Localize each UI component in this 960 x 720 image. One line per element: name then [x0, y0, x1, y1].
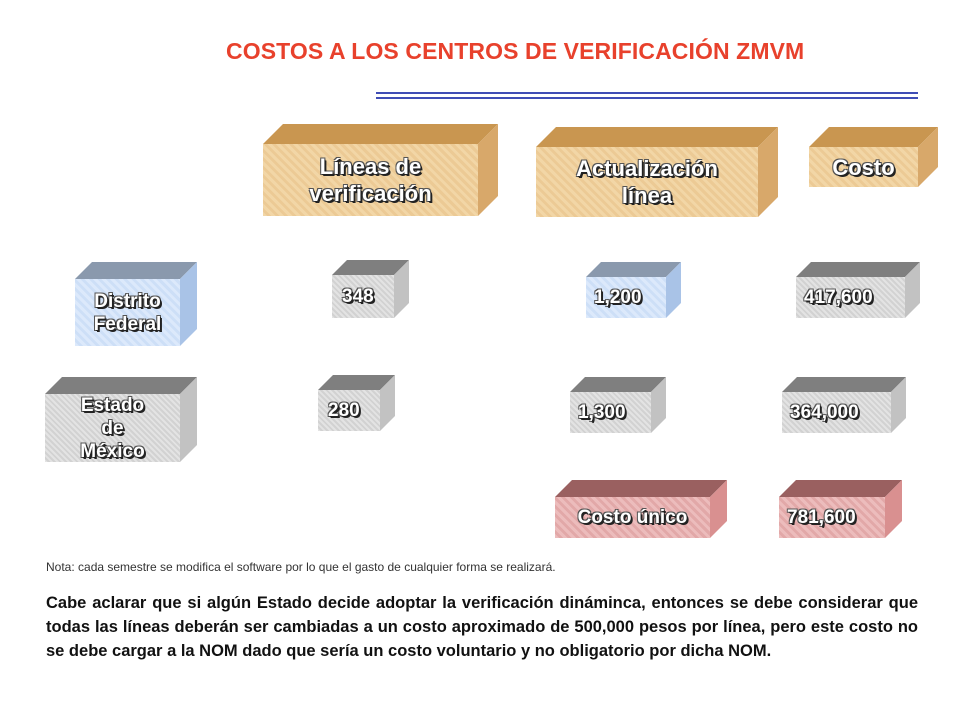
row-distrito-federal-costo-box: 417,600	[796, 262, 920, 318]
total-label-box: Costo único	[555, 480, 727, 538]
row-distrito-federal-lineas: 348	[332, 275, 394, 318]
row-estado-mexico-costo-box: 364,000	[782, 377, 906, 433]
row-distrito-federal-costo: 417,600	[796, 277, 905, 318]
row-estado-mexico-lineas: 280	[318, 390, 380, 431]
total-label: Costo único	[555, 497, 710, 538]
title-rule-bottom	[376, 97, 918, 99]
row-distrito-federal-actualizacion-box: 1,200	[586, 262, 681, 318]
row-distrito-federal-lineas-box: 348	[332, 260, 409, 318]
row-estado-mexico-actualizacion: 1,300	[570, 392, 651, 433]
header-lineas-box: Líneas de verificación	[263, 124, 498, 216]
title-rule-top	[376, 92, 918, 94]
row-estado-mexico-lineas-box: 280	[318, 375, 395, 431]
header-costo-box: Costo	[809, 127, 938, 187]
header-actualizacion-label: Actualización línea	[536, 147, 758, 217]
total-value: 781,600	[779, 497, 885, 538]
row-estado-mexico-label: Estado de México	[45, 394, 180, 462]
row-distrito-federal-actualizacion: 1,200	[586, 277, 666, 318]
row-distrito-federal-label-box: Distrito Federal	[75, 262, 197, 346]
header-costo-label: Costo	[809, 147, 918, 187]
footnote: Nota: cada semestre se modifica el softw…	[46, 560, 556, 574]
row-estado-mexico-costo: 364,000	[782, 392, 891, 433]
explanation-paragraph: Cabe aclarar que si algún Estado decide …	[46, 594, 918, 660]
row-estado-mexico-actualizacion-box: 1,300	[570, 377, 666, 433]
header-lineas-label: Líneas de verificación	[263, 144, 478, 216]
total-value-box: 781,600	[779, 480, 902, 538]
header-actualizacion-box: Actualización línea	[536, 127, 778, 217]
page-title: COSTOS A LOS CENTROS DE VERIFICACIÓN ZMV…	[226, 38, 805, 64]
row-distrito-federal-label: Distrito Federal	[75, 279, 180, 346]
row-estado-mexico-label-box: Estado de México	[45, 377, 197, 462]
